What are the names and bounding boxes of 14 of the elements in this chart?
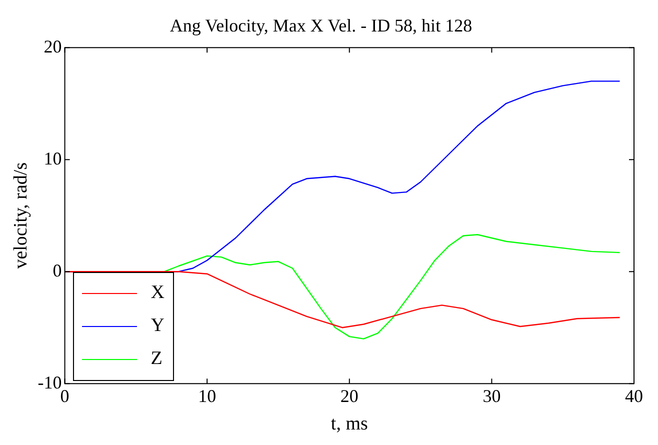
legend-label: Z xyxy=(150,348,162,370)
x-tick-label: 40 xyxy=(625,386,643,406)
y-axis-title: velocity, rad/s xyxy=(10,162,32,269)
x-tick-label: 20 xyxy=(340,386,358,406)
y-tick-label: -10 xyxy=(38,372,62,392)
chart-title: Ang Velocity, Max X Vel. - ID 58, hit 128 xyxy=(170,16,472,36)
y-tick-label: 20 xyxy=(44,36,62,56)
legend-label: X xyxy=(150,282,165,304)
y-tick-label: 10 xyxy=(44,148,62,168)
y-tick-label: 0 xyxy=(52,260,62,280)
legend-label: Y xyxy=(150,315,165,338)
x-tick-label: 30 xyxy=(482,386,501,406)
x-tick-label: 10 xyxy=(198,386,216,406)
x-axis-title: t, ms xyxy=(330,414,368,435)
